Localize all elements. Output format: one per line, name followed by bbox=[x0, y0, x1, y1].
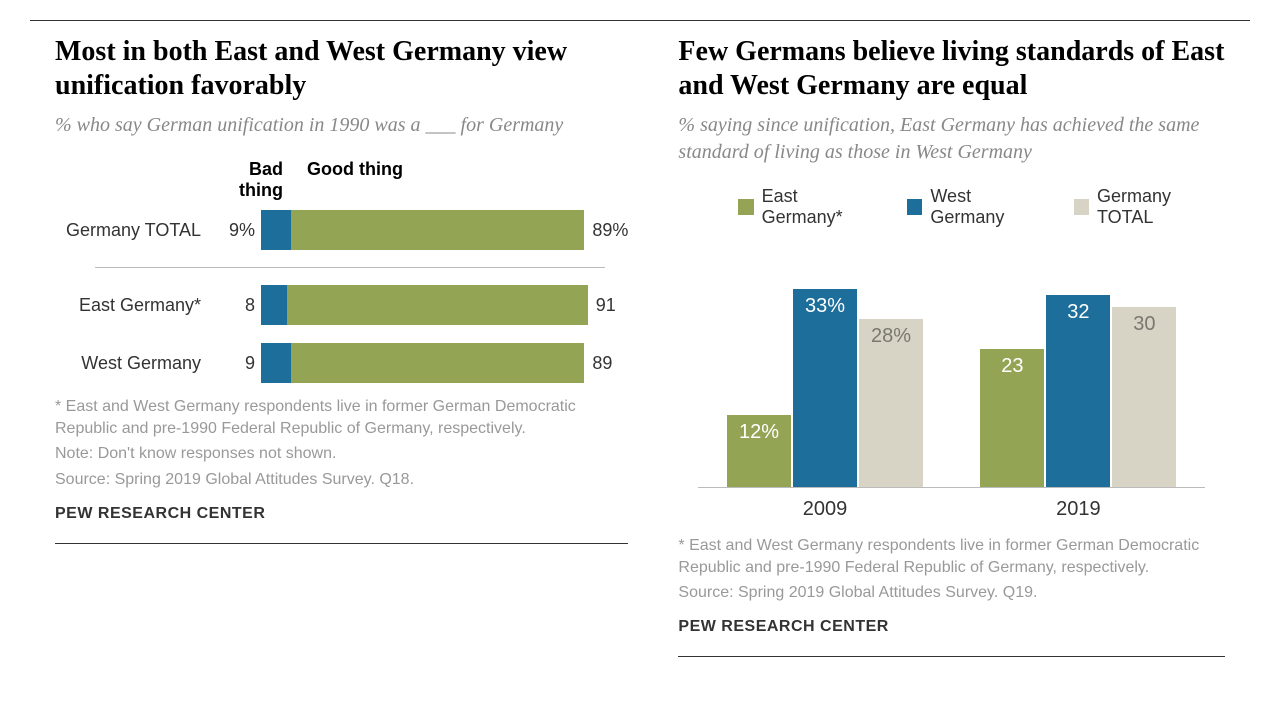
legend-label-total: Germany TOTAL bbox=[1097, 186, 1225, 228]
row-label: Germany TOTAL bbox=[65, 220, 205, 241]
swatch-east-icon bbox=[738, 199, 753, 215]
legend-item-east: East Germany* bbox=[738, 186, 877, 228]
right-attribution: PEW RESEARCH CENTER bbox=[678, 618, 1225, 636]
bar-row: East Germany*8 91 bbox=[65, 276, 628, 334]
bar-group: 12% 33% 28% bbox=[727, 289, 923, 487]
header-bad: Bad thing bbox=[205, 159, 295, 201]
left-source: Source: Spring 2019 Global Attitudes Sur… bbox=[55, 469, 628, 491]
left-title: Most in both East and West Germany view … bbox=[55, 35, 628, 102]
bar-good bbox=[291, 343, 585, 383]
good-value: 89 bbox=[584, 353, 612, 374]
bar-row: Germany TOTAL9% 89% bbox=[65, 201, 628, 259]
row-label: West Germany bbox=[65, 353, 205, 374]
bar-value-label: 33% bbox=[805, 295, 845, 318]
bar-value-label: 12% bbox=[739, 421, 779, 444]
left-bottom-rule bbox=[55, 543, 628, 544]
legend-label-west: West Germany bbox=[930, 186, 1043, 228]
right-footnote-asterisk: * East and West Germany respondents live… bbox=[678, 535, 1225, 578]
legend-item-west: West Germany bbox=[907, 186, 1044, 228]
right-panel: Few Germans believe living standards of … bbox=[653, 20, 1250, 696]
good-value: 91 bbox=[588, 295, 616, 316]
bad-value: 9 bbox=[205, 353, 261, 374]
left-subtitle: % who say German unification in 1990 was… bbox=[55, 112, 628, 139]
bar-west: 33% bbox=[793, 289, 857, 487]
right-title: Few Germans believe living standards of … bbox=[678, 35, 1225, 102]
header-good: Good thing bbox=[295, 159, 403, 201]
bar-good bbox=[291, 210, 585, 250]
x-axis-labels: 2009 2019 bbox=[698, 498, 1205, 521]
left-attribution: PEW RESEARCH CENTER bbox=[55, 505, 628, 523]
legend-label-east: East Germany* bbox=[762, 186, 878, 228]
bar-bad bbox=[261, 285, 287, 325]
bar-value-label: 23 bbox=[1001, 355, 1023, 378]
x-label: 2009 bbox=[803, 498, 848, 521]
bar-good bbox=[287, 285, 587, 325]
right-subtitle: % saying since unification, East Germany… bbox=[678, 112, 1225, 166]
left-footnote-note: Note: Don't know responses not shown. bbox=[55, 443, 628, 465]
bar-value-label: 30 bbox=[1133, 313, 1155, 336]
bar-total: 28% bbox=[859, 319, 923, 487]
x-label: 2019 bbox=[1056, 498, 1101, 521]
row-separator bbox=[95, 267, 605, 268]
legend: East Germany* West Germany Germany TOTAL bbox=[738, 186, 1225, 228]
bar-west: 32 bbox=[1046, 295, 1110, 487]
row-label: East Germany* bbox=[65, 295, 205, 316]
bar-bad bbox=[261, 343, 291, 383]
bad-value: 8 bbox=[205, 295, 261, 316]
column-headers: Bad thing Good thing bbox=[65, 159, 628, 201]
bar-group: 23 32 30 bbox=[980, 295, 1176, 487]
bar-row: West Germany9 89 bbox=[65, 334, 628, 392]
right-bottom-rule bbox=[678, 656, 1225, 657]
bad-value: 9% bbox=[205, 220, 261, 241]
legend-item-total: Germany TOTAL bbox=[1074, 186, 1225, 228]
grouped-bar-chart: 12% 33% 28% 23 32 30 bbox=[698, 258, 1205, 488]
bar-east: 12% bbox=[727, 415, 791, 487]
bar-total: 30 bbox=[1112, 307, 1176, 487]
left-panel: Most in both East and West Germany view … bbox=[30, 20, 653, 696]
bar-east: 23 bbox=[980, 349, 1044, 487]
swatch-total-icon bbox=[1074, 199, 1089, 215]
bar-bad bbox=[261, 210, 291, 250]
right-source: Source: Spring 2019 Global Attitudes Sur… bbox=[678, 582, 1225, 604]
good-value: 89% bbox=[584, 220, 628, 241]
left-footnote-asterisk: * East and West Germany respondents live… bbox=[55, 396, 628, 439]
diverging-bar-chart: Bad thing Good thing Germany TOTAL9% 89% E… bbox=[55, 159, 628, 392]
bar-value-label: 32 bbox=[1067, 301, 1089, 324]
bar-value-label: 28% bbox=[871, 325, 911, 348]
swatch-west-icon bbox=[907, 199, 922, 215]
